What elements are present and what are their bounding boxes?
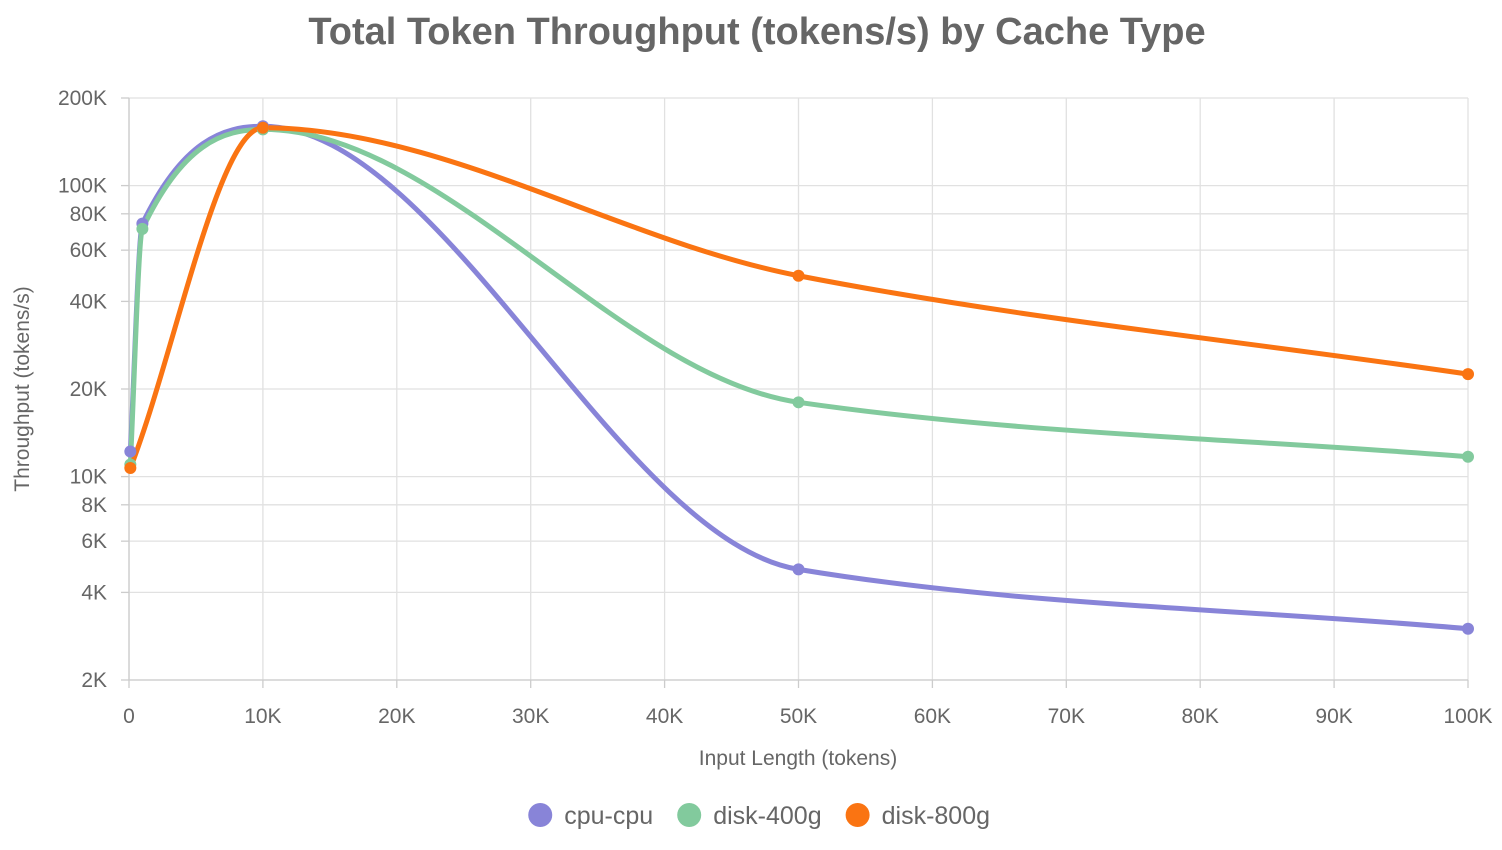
x-tick-label: 10K <box>244 705 281 728</box>
y-tick-label: 200K <box>58 87 107 110</box>
legend: cpu-cpu disk-400g disk-800g <box>528 802 990 830</box>
x-tick-label: 90K <box>1315 705 1352 728</box>
data-point-disk-400g <box>792 396 805 409</box>
legend-item-disk-400g: disk-400g <box>677 802 822 830</box>
y-tick-label: 6K <box>81 530 107 553</box>
y-tick-label: 4K <box>81 581 107 604</box>
data-point-disk-400g <box>136 222 149 235</box>
series-line-disk-800g <box>127 125 1471 471</box>
data-point-cpu-cpu <box>792 563 805 576</box>
data-point-disk-800g <box>256 121 269 134</box>
x-tick-label: 60K <box>914 705 951 728</box>
x-tick-label: 20K <box>378 705 415 728</box>
data-point-disk-800g <box>124 462 137 475</box>
y-tick-label: 2K <box>81 669 107 692</box>
data-points <box>124 120 1474 635</box>
y-tick-label: 60K <box>70 239 107 262</box>
data-point-disk-800g <box>792 269 805 282</box>
series-line-cpu-cpu <box>127 123 1471 632</box>
x-axis-label: Input Length (tokens) <box>699 747 897 770</box>
y-axis-label: Throughput (tokens/s) <box>11 286 34 491</box>
legend-label: disk-400g <box>713 802 821 830</box>
data-point-disk-800g <box>1462 368 1474 381</box>
y-tick-label: 20K <box>70 378 107 401</box>
legend-item-disk-800g: disk-800g <box>845 802 990 830</box>
data-point-cpu-cpu <box>1462 622 1474 635</box>
x-tick-label: 30K <box>512 705 549 728</box>
y-tick-label: 40K <box>70 290 107 313</box>
x-tick-label: 50K <box>780 705 817 728</box>
data-point-cpu-cpu <box>124 445 137 458</box>
y-tick-label: 80K <box>70 203 107 226</box>
x-tick-label: 100K <box>1443 705 1492 728</box>
legend-item-cpu-cpu: cpu-cpu <box>528 802 653 830</box>
legend-label: cpu-cpu <box>564 802 653 830</box>
series-lines <box>127 123 1471 632</box>
x-tick-label: 80K <box>1182 705 1219 728</box>
legend-marker <box>845 803 870 827</box>
grid-lines <box>128 97 1469 681</box>
data-point-disk-400g <box>1462 450 1474 463</box>
legend-label: disk-800g <box>882 802 990 830</box>
legend-marker <box>528 803 553 827</box>
axes: 0 10K 20K 30K 40K 50K 60K 70K 80K 90K 100K 2K 4K 6K 8K… <box>58 87 1493 728</box>
y-tick-label: 100K <box>58 175 107 198</box>
series-line-disk-400g <box>127 126 1471 468</box>
x-tick-label: 0 <box>123 705 135 728</box>
x-tick-label: 40K <box>646 705 683 728</box>
y-tick-label: 10K <box>70 466 107 489</box>
x-tick-label: 70K <box>1048 705 1085 728</box>
chart-title: Total Token Throughput (tokens/s) by Cac… <box>308 11 1205 53</box>
legend-marker <box>677 803 702 827</box>
y-tick-label: 8K <box>81 494 107 517</box>
